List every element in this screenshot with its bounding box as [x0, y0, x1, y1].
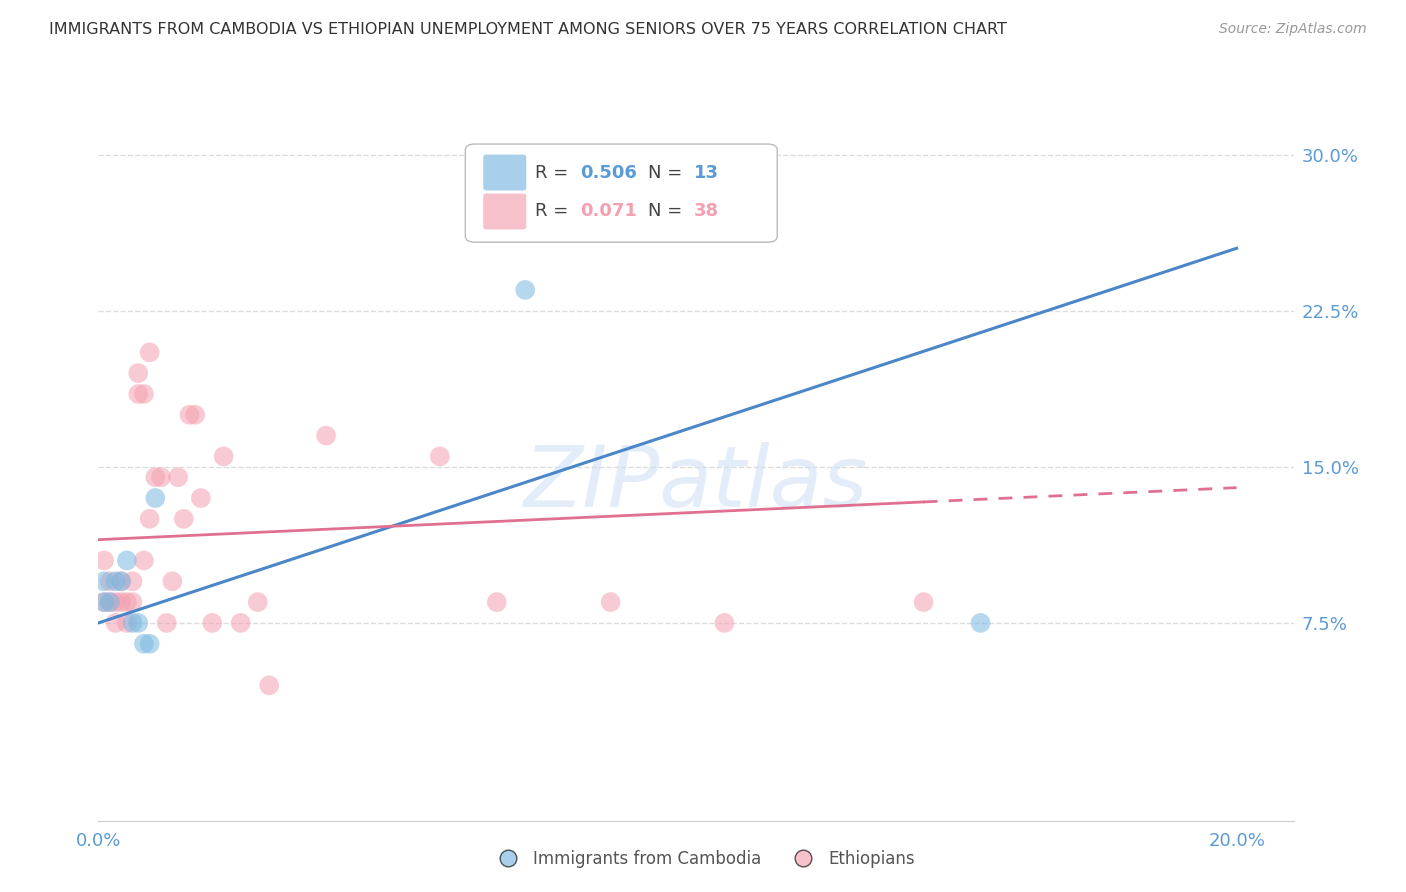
- Point: [713, 615, 735, 630]
- Point: [485, 595, 508, 609]
- Text: 13: 13: [693, 163, 718, 181]
- Point: [429, 450, 451, 464]
- Point: [190, 491, 212, 505]
- Text: N =: N =: [648, 163, 688, 181]
- Point: [127, 366, 149, 380]
- Point: [138, 345, 160, 359]
- Point: [138, 637, 160, 651]
- Text: R =: R =: [534, 202, 574, 220]
- Point: [115, 553, 138, 567]
- FancyBboxPatch shape: [484, 154, 526, 191]
- Point: [184, 408, 207, 422]
- Text: 38: 38: [693, 202, 718, 220]
- Text: IMMIGRANTS FROM CAMBODIA VS ETHIOPIAN UNEMPLOYMENT AMONG SENIORS OVER 75 YEARS C: IMMIGRANTS FROM CAMBODIA VS ETHIOPIAN UN…: [49, 22, 1007, 37]
- Point: [98, 595, 121, 609]
- Text: N =: N =: [648, 202, 688, 220]
- Point: [912, 595, 935, 609]
- Point: [104, 595, 127, 609]
- Point: [229, 615, 252, 630]
- FancyBboxPatch shape: [465, 144, 778, 243]
- Point: [121, 574, 143, 589]
- Point: [150, 470, 173, 484]
- Point: [110, 574, 132, 589]
- Text: ZIPatlas: ZIPatlas: [524, 442, 868, 525]
- Point: [599, 595, 621, 609]
- Legend: Immigrants from Cambodia, Ethiopians: Immigrants from Cambodia, Ethiopians: [485, 844, 921, 875]
- Point: [167, 470, 190, 484]
- Point: [104, 574, 127, 589]
- FancyBboxPatch shape: [484, 194, 526, 229]
- Point: [138, 512, 160, 526]
- Point: [93, 595, 115, 609]
- Point: [121, 595, 143, 609]
- Point: [143, 470, 166, 484]
- Point: [173, 512, 195, 526]
- Point: [515, 283, 537, 297]
- Text: Source: ZipAtlas.com: Source: ZipAtlas.com: [1219, 22, 1367, 37]
- Text: R =: R =: [534, 163, 574, 181]
- Point: [257, 678, 280, 692]
- Point: [98, 574, 121, 589]
- Point: [156, 615, 179, 630]
- Point: [110, 595, 132, 609]
- Point: [121, 615, 143, 630]
- Text: 0.071: 0.071: [581, 202, 637, 220]
- Point: [104, 615, 127, 630]
- Point: [115, 595, 138, 609]
- Text: 0.506: 0.506: [581, 163, 637, 181]
- Point: [179, 408, 201, 422]
- Point: [315, 428, 337, 442]
- Point: [93, 553, 115, 567]
- Point: [127, 387, 149, 401]
- Point: [162, 574, 184, 589]
- Point: [132, 553, 155, 567]
- Point: [246, 595, 269, 609]
- Point: [93, 595, 115, 609]
- Point: [110, 574, 132, 589]
- Point: [143, 491, 166, 505]
- Point: [127, 615, 149, 630]
- Point: [212, 450, 235, 464]
- Point: [132, 637, 155, 651]
- Point: [132, 387, 155, 401]
- Point: [201, 615, 224, 630]
- Point: [115, 615, 138, 630]
- Point: [969, 615, 991, 630]
- Point: [98, 595, 121, 609]
- Point: [93, 574, 115, 589]
